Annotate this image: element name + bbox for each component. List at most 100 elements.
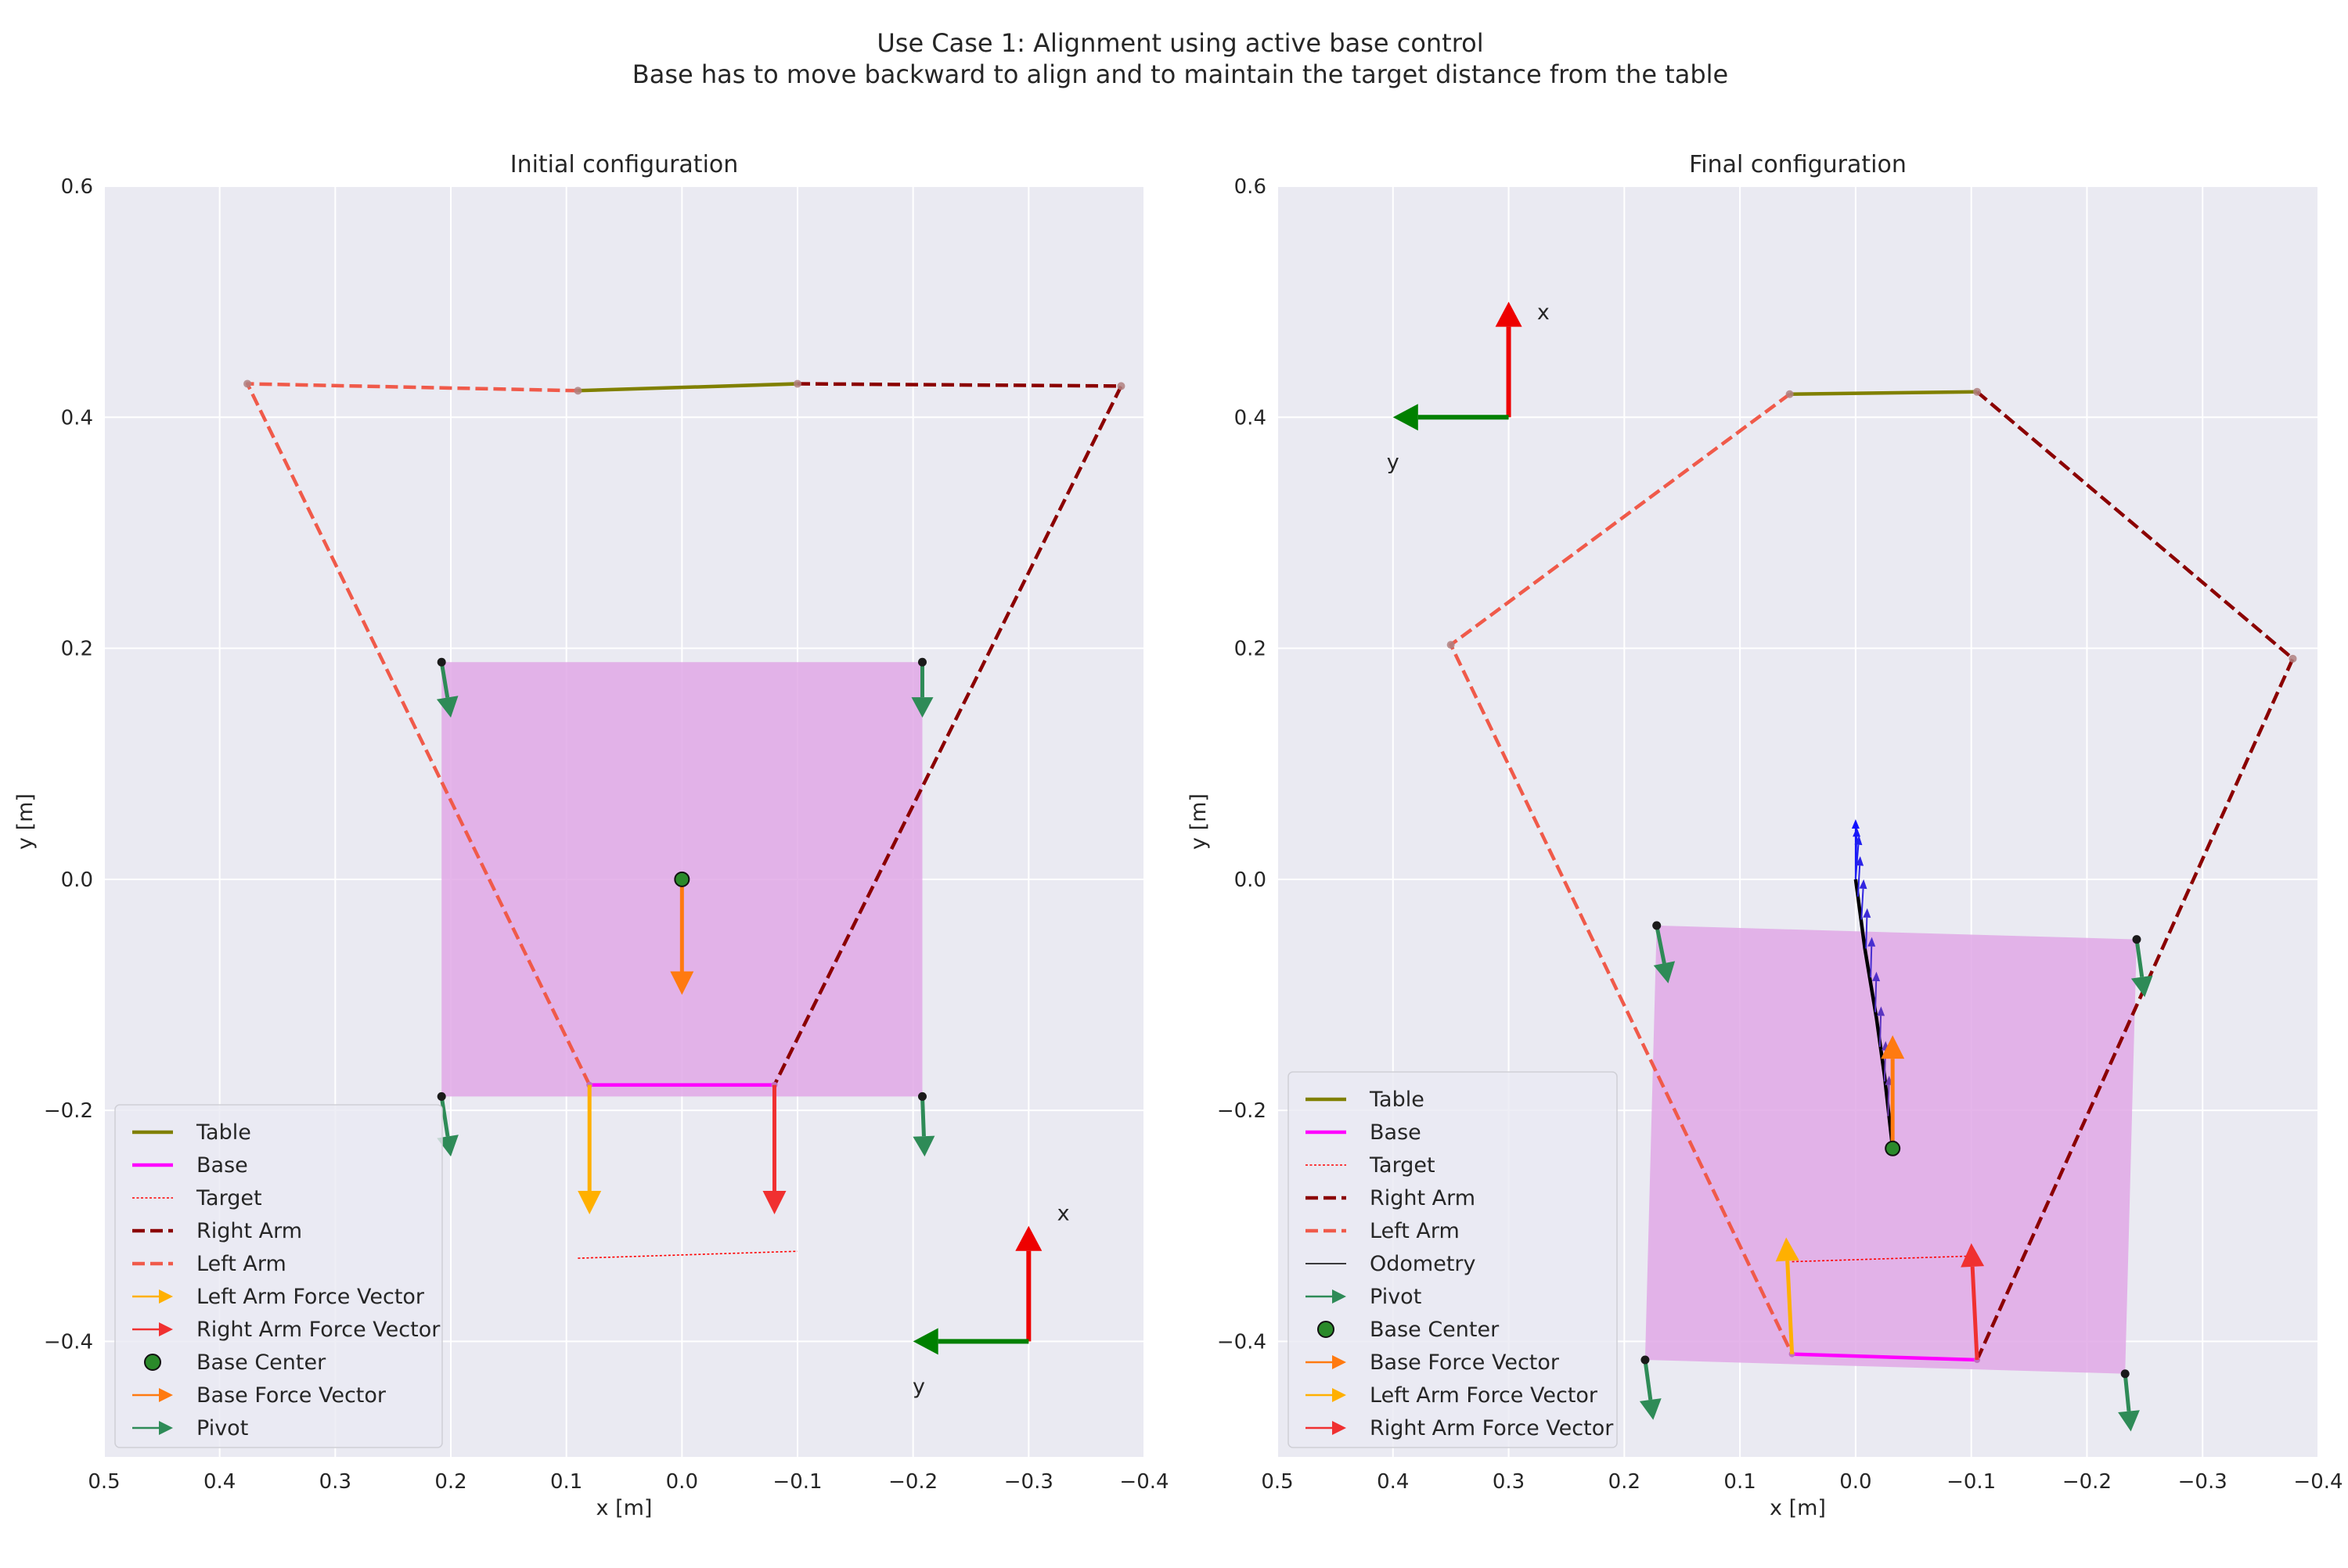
odometry-heading-arrow-shaft xyxy=(1854,844,1860,879)
legend-label: Right Arm xyxy=(196,1219,302,1243)
frame-x-axis-arrow-head xyxy=(1495,301,1522,327)
pivot-point xyxy=(2120,1369,2130,1379)
legend-handle-arrow xyxy=(132,1421,173,1435)
frame-y-axis-arrow-head xyxy=(1392,404,1418,431)
x-tick-label: 0.3 xyxy=(1493,1470,1525,1494)
pivot-arrow-shaft xyxy=(1643,1359,1653,1401)
frame-x-axis-arrow-head xyxy=(1015,1225,1043,1251)
pivot-point xyxy=(1640,1355,1650,1365)
series-odometry xyxy=(1853,879,1895,1149)
odometry-heading-arrow-shaft xyxy=(1865,917,1868,949)
legend-label: Table xyxy=(1369,1088,1424,1112)
left-arm-force-vector-arrow-head xyxy=(1775,1237,1799,1262)
legend-handle-arrow-head xyxy=(1332,1289,1346,1304)
panel-initial-configuration: 0.5 0.4 0.3 0.2 0.1 0.0 −0.1 −0.2 −0.3 −0.4 −0.4 −0… xyxy=(13,151,1169,1520)
base-center-marker xyxy=(1885,1140,1901,1156)
legend-label: Odometry xyxy=(1370,1252,1476,1276)
base-force-vector-arrow xyxy=(670,879,694,995)
odometry-heading-arrow-head xyxy=(1872,971,1881,982)
legend-handle-arrow xyxy=(132,1322,173,1336)
x-tick-label: 0.4 xyxy=(203,1470,236,1494)
legend-label: Right Arm Force Vector xyxy=(1370,1416,1614,1440)
pivot-point xyxy=(917,1091,927,1101)
legend-label: Pivot xyxy=(196,1416,248,1440)
legend-handle-arrow xyxy=(1305,1388,1346,1402)
frame-x-axis-arrow xyxy=(1015,1225,1043,1342)
legend-label: Base Force Vector xyxy=(1370,1350,1560,1375)
legend-label: Table xyxy=(196,1120,251,1145)
arm-joint-marker xyxy=(1446,641,1455,649)
pivot-arrow-shaft xyxy=(2123,1373,2131,1412)
frame-x-label: x xyxy=(1537,300,1550,325)
odometry-heading-arrow-shaft xyxy=(1878,1016,1882,1047)
x-tick-label: 0.0 xyxy=(1839,1470,1871,1494)
series-table xyxy=(1789,390,1978,396)
odometry-heading-arrow-head xyxy=(1853,827,1861,837)
arm-joint-marker xyxy=(1785,390,1794,398)
arm-joint-marker xyxy=(574,387,582,395)
series-target xyxy=(578,1250,798,1259)
odometry-heading-arrow-shaft xyxy=(1874,980,1878,1012)
odometry-heading-arrow-shaft xyxy=(1860,888,1864,920)
arm-joint-marker xyxy=(243,379,252,388)
pivot-point xyxy=(1652,921,1662,930)
x-tick-label: −0.4 xyxy=(1119,1470,1169,1494)
x-tick-label: −0.1 xyxy=(1946,1470,1996,1494)
legend: Table Base Target Right Arm Left Arm Odometry… xyxy=(1287,1071,1618,1448)
pivot-arrow-shaft xyxy=(2134,939,2145,978)
pivot-arrow-shaft xyxy=(439,1095,450,1137)
x-axis-label: x [m] xyxy=(596,1496,653,1520)
legend-label: Left Arm xyxy=(1370,1219,1460,1243)
y-tick-label: 0.4 xyxy=(61,406,93,430)
odometry-heading-arrow-shaft xyxy=(1887,1084,1890,1117)
odometry-heading-arrow xyxy=(1867,937,1876,978)
x-tick-label: 0.5 xyxy=(88,1470,120,1494)
odometry-heading-arrow-head xyxy=(1867,937,1876,947)
pivot-arrow xyxy=(2130,939,2153,998)
pivot-arrow-shaft xyxy=(920,1096,926,1137)
base-center-marker xyxy=(674,871,690,887)
legend-label: Target xyxy=(1369,1153,1435,1178)
left-arm-force-vector-arrow xyxy=(1775,1237,1799,1354)
x-tick-label: −0.2 xyxy=(888,1470,938,1494)
pivot-point xyxy=(437,1091,446,1101)
pivot-arrow xyxy=(436,661,459,718)
legend-label: Base xyxy=(196,1153,248,1178)
left-arm-force-vector-arrow-head xyxy=(578,1191,602,1214)
legend-handle-marker xyxy=(144,1354,161,1371)
pivot-arrow xyxy=(2118,1373,2140,1432)
pivot-arrow xyxy=(911,662,934,718)
legend-label: Left Arm Force Vector xyxy=(196,1285,425,1309)
y-tick-label: 0.2 xyxy=(61,638,93,661)
odometry-heading-arrow-shaft xyxy=(1856,865,1861,897)
odometry-heading-arrow xyxy=(1856,856,1864,897)
legend-handle-marker xyxy=(1317,1321,1334,1338)
coordinate-frame: xy xyxy=(1387,300,1550,475)
left-arm-force-vector-arrow-shaft xyxy=(1785,1261,1795,1354)
legend-label: Right Arm xyxy=(1370,1186,1475,1210)
y-tick-label: −0.4 xyxy=(1217,1330,1266,1354)
y-tick-label: −0.2 xyxy=(1217,1099,1266,1123)
legend-label: Target xyxy=(196,1186,262,1210)
pivot-arrow-head xyxy=(911,697,934,718)
frame-y-label: y xyxy=(1387,451,1399,475)
pivot-arrow xyxy=(1639,1359,1662,1420)
y-axis-label: y [m] xyxy=(13,793,38,850)
figure-title-line1: Use Case 1: Alignment using active base … xyxy=(877,28,1483,58)
legend-label: Base Center xyxy=(1370,1318,1500,1342)
odometry-heading-arrow xyxy=(1854,835,1863,879)
pivot-arrow-shaft xyxy=(1655,925,1666,964)
legend-handle-arrow-head xyxy=(1332,1421,1346,1435)
pivot-point xyxy=(2132,935,2141,944)
odometry-heading-arrow-head xyxy=(1877,1006,1885,1016)
pivot-arrow-head xyxy=(913,1135,935,1157)
plot-marks xyxy=(243,379,1125,1259)
right-arm-force-vector-arrow xyxy=(1961,1243,1985,1361)
legend-label: Pivot xyxy=(1370,1285,1421,1309)
pivot-arrow-head xyxy=(436,696,459,718)
odometry-heading-arrow xyxy=(1872,971,1881,1012)
legend-label: Base xyxy=(1370,1120,1421,1145)
pivot-arrow-head xyxy=(1653,961,1676,984)
legend-label: Base Center xyxy=(196,1350,326,1375)
